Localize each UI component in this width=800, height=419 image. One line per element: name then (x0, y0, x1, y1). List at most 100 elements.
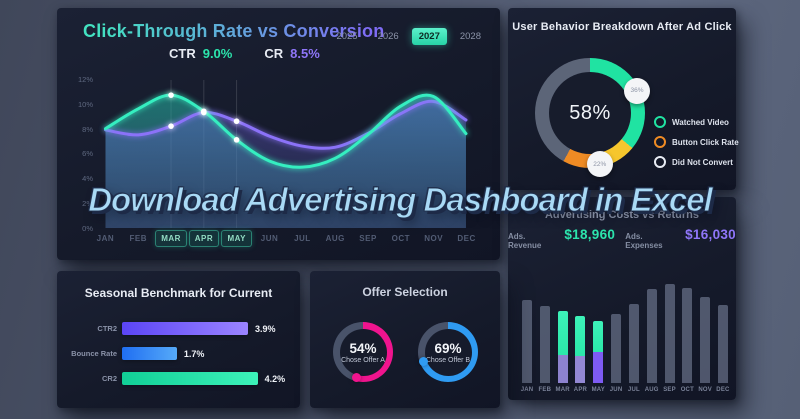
month-sep[interactable]: SEP (359, 234, 377, 243)
cost-bar-month-label: NOV (698, 387, 712, 393)
ctr-line (104, 93, 468, 169)
month-pill-apr[interactable]: APR (188, 230, 220, 247)
cost-bar-apr (575, 316, 586, 383)
cr-stat: CR 8.5% (264, 46, 319, 61)
legend-ring-icon (654, 116, 666, 128)
month-aug[interactable]: AUG (325, 234, 345, 243)
legend-item-watched-video[interactable]: Watched Video (654, 116, 739, 128)
cost-bar-revenue-segment (575, 316, 586, 356)
y-tick-label: 12% (77, 75, 93, 84)
costs-stats: Ads. Revenue $18,960 Ads. Expenses $16,030 (508, 227, 736, 250)
cost-bar-aug (646, 289, 657, 383)
month-oct[interactable]: OCT (391, 234, 411, 243)
ctr-label: CTR (169, 46, 196, 61)
behavior-title: User Behavior Breakdown After Ad Click (512, 21, 732, 33)
cr-label: CR (264, 46, 284, 61)
cost-bar-feb (539, 306, 550, 383)
cost-bar-column-oct: OCT (680, 288, 694, 393)
year-tab-2028[interactable]: 2028 (459, 31, 481, 42)
seasonal-value: 4.2% (264, 373, 286, 384)
panel-offer-selection: Offer Selection 54% Chose Offer A 69% Chose… (310, 271, 500, 408)
month-jan[interactable]: JAN (96, 234, 115, 243)
legend-ring-icon (654, 156, 666, 168)
cr-value: 8.5% (290, 46, 320, 61)
cost-bar-sep (664, 284, 675, 383)
cost-bar-month-label: DEC (716, 387, 730, 393)
panel-seasonal-benchmark: Seasonal Benchmark for Current CTR2 3.9% B… (57, 271, 300, 408)
seasonal-row-cr2: CR2 4.2% (57, 366, 300, 391)
seasonal-row-ctr2: CTR2 3.9% (57, 316, 300, 341)
cost-bar-month-label: APR (573, 387, 588, 393)
data-point-marker (201, 108, 207, 115)
cost-bar-month-label: JUN (609, 387, 623, 393)
ctr-cr-stats: CTR 9.0% CR 8.5% (169, 46, 320, 61)
year-tab-2026[interactable]: 2026 (377, 31, 399, 42)
behavior-donut-chart: 58% 36% 22% (535, 58, 651, 178)
cost-bar-jun (611, 314, 622, 383)
year-tab-2027[interactable]: 2027 (411, 28, 447, 45)
legend-item-button-click-rate[interactable]: Button Click Rate (654, 136, 739, 148)
cost-bar-mar (557, 311, 568, 383)
offer-title: Offer Selection (362, 285, 448, 299)
cost-bar-dec (717, 305, 728, 383)
seasonal-row-bounce-rate: Bounce Rate 1.7% (57, 341, 300, 366)
seasonal-label: CR2 (101, 374, 117, 383)
gauge-end-dot (418, 357, 428, 367)
month-jul[interactable]: JUL (294, 234, 311, 243)
legend-item-did-not-convert[interactable]: Did Not Convert (654, 156, 739, 168)
donut-badge-36: 36% (624, 77, 651, 104)
legend-label: Did Not Convert (672, 157, 733, 167)
seasonal-value: 3.9% (254, 323, 276, 334)
cost-bar-nov (700, 297, 711, 383)
month-nov[interactable]: NOV (424, 234, 444, 243)
cost-bar-column-dec: DEC (716, 305, 730, 393)
cost-bar-jan (522, 300, 532, 383)
ctr-conversion-title: Click-Through Rate vs Conversion (83, 21, 385, 41)
month-pill-mar[interactable]: MAR (155, 230, 187, 247)
gauge-label: Chose Offer A (341, 356, 385, 364)
ctr-stat: CTR 9.0% (169, 46, 232, 61)
month-dec[interactable]: DEC (457, 234, 476, 243)
panel-ctr-vs-conversion: Click-Through Rate vs Conversion 2025 202… (57, 8, 500, 260)
seasonal-bar (122, 347, 177, 360)
year-tab-2025[interactable]: 2025 (336, 31, 358, 42)
panel-costs-vs-returns: Advertising Costs vs Returns Ads. Revenu… (508, 197, 736, 400)
month-pill-may[interactable]: MAY (221, 230, 252, 247)
seasonal-bar (122, 372, 258, 385)
month-feb[interactable]: FEB (129, 234, 147, 243)
cost-bar-column-jul: JUL (628, 304, 640, 393)
seasonal-bar-chart: CTR2 3.9% Bounce Rate 1.7% CR2 4.2% (57, 316, 300, 391)
gauge-hole: 54% Chose Offer A (339, 328, 387, 376)
gauge-end-dot (351, 373, 361, 383)
month-apr: APR (187, 230, 220, 247)
legend-label: Button Click Rate (672, 137, 739, 147)
cost-bar-month-label: OCT (680, 387, 694, 393)
donut-hole: 58% (549, 72, 631, 154)
y-tick-label: 4% (82, 174, 93, 184)
seasonal-label: CTR2 (97, 324, 117, 333)
cost-bar-month-label: MAR (555, 387, 570, 393)
data-point-marker (168, 123, 174, 129)
month-filter-row: JAN FEB MAR APR MAY JUN JUL AUG SEP OCT NOV DEC (89, 230, 483, 247)
cost-bar-column-feb: FEB (538, 306, 552, 393)
cost-bar-expense-segment (593, 352, 604, 383)
cost-bar-oct (682, 288, 693, 383)
panel-user-behavior: User Behavior Breakdown After Ad Click 5… (508, 8, 739, 190)
month-mar: MAR (155, 230, 188, 247)
month-jun[interactable]: JUN (260, 234, 279, 243)
donut-center-value: 58% (569, 101, 611, 124)
cost-bar-month-label: FEB (538, 387, 552, 393)
y-tick-label: 8% (82, 124, 93, 134)
cost-bar-may (593, 321, 604, 383)
expenses-value: $16,030 (685, 227, 736, 242)
cost-bar-column-aug: AUG (645, 289, 658, 393)
gauge-value: 54% (349, 340, 377, 356)
cost-bar-column-jan: JAN (521, 300, 533, 393)
cost-bar-jul (628, 304, 639, 383)
y-tick-label: 6% (82, 149, 93, 159)
cost-bar-column-may: MAY (591, 321, 605, 393)
data-point-marker (201, 109, 207, 116)
cost-bar-month-label: MAY (591, 387, 605, 393)
seasonal-title: Seasonal Benchmark for Current (84, 286, 273, 300)
